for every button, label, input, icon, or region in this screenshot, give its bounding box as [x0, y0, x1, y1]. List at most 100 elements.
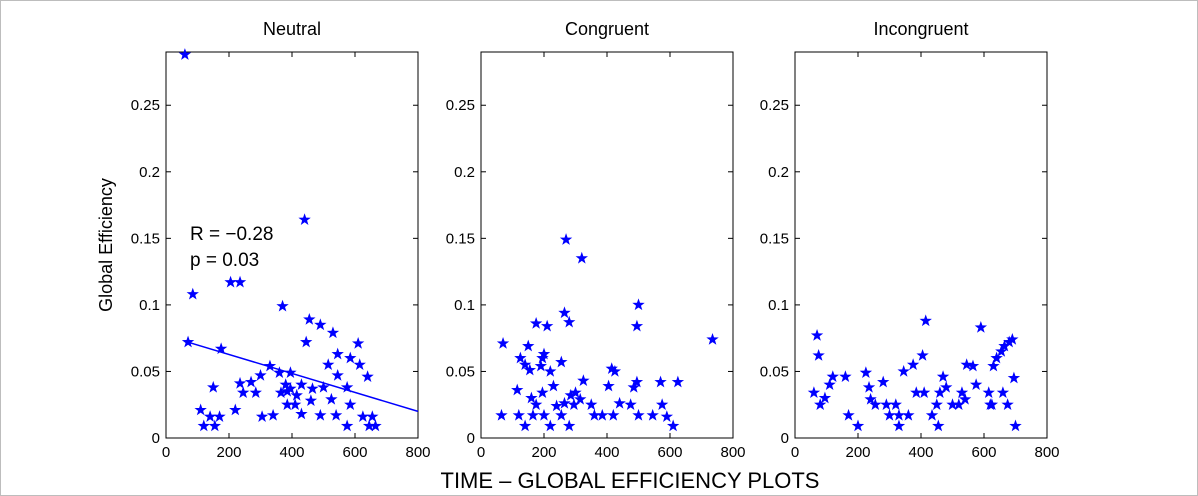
- data-point-star: [1009, 419, 1022, 432]
- panel-congruent: Congruent 0 200 400 600 800 0 0.05 0.1 0.15 0.2 0.…: [446, 19, 746, 461]
- data-point-star: [214, 342, 228, 355]
- data-point-star: [892, 419, 906, 432]
- data-point-star: [194, 403, 207, 416]
- plot-area: [165, 51, 419, 439]
- y-tick-label: 0: [152, 430, 160, 447]
- data-point-star: [596, 408, 609, 421]
- data-point-star: [281, 384, 294, 397]
- data-point-star: [314, 318, 327, 331]
- data-point-star: [495, 408, 508, 421]
- data-point-star: [646, 408, 659, 421]
- data-point-star: [577, 374, 590, 387]
- data-point-star: [897, 364, 910, 377]
- data-point-star: [960, 358, 973, 371]
- data-point-star: [550, 399, 563, 412]
- data-point-star: [496, 337, 510, 349]
- x-tick-label: 0: [791, 444, 799, 461]
- data-point-star: [1001, 398, 1014, 410]
- data-point-star: [864, 392, 877, 405]
- data-point-star: [607, 408, 620, 421]
- data-point-star: [526, 408, 540, 421]
- data-point-star: [812, 348, 825, 361]
- data-point-star: [273, 366, 286, 379]
- data-point-star: [655, 398, 669, 410]
- x-tick-label: 800: [1034, 444, 1059, 461]
- panel-title: Congruent: [565, 19, 649, 39]
- data-point-star: [916, 348, 929, 361]
- data-point-star: [344, 351, 357, 364]
- data-point-star: [563, 419, 576, 432]
- data-point-star: [624, 398, 637, 410]
- data-point-star: [298, 213, 311, 225]
- data-point-star: [910, 386, 923, 398]
- data-point-star: [826, 370, 839, 383]
- data-point-star: [255, 410, 269, 422]
- data-point-star: [974, 321, 988, 333]
- data-point-star: [1003, 335, 1016, 348]
- data-point-star: [563, 315, 576, 328]
- data-point-star: [213, 410, 226, 422]
- data-point-star: [877, 375, 890, 388]
- data-point-star: [329, 408, 343, 421]
- data-point-star: [362, 419, 376, 432]
- data-point-star: [547, 379, 560, 392]
- data-point-star: [529, 398, 543, 410]
- data-point-star: [351, 337, 365, 349]
- data-point-star: [288, 398, 302, 410]
- data-point-star: [304, 394, 318, 406]
- data-point-star: [518, 419, 532, 432]
- data-point-star: [558, 306, 571, 319]
- data-point-star: [632, 408, 645, 421]
- data-point-star: [990, 351, 1003, 364]
- data-point-star: [274, 386, 288, 398]
- data-point-star: [630, 319, 644, 332]
- data-point-star: [233, 275, 247, 288]
- y-tick-label: 0.25: [760, 97, 789, 114]
- data-point-star: [987, 359, 1000, 372]
- data-point-star: [536, 351, 549, 364]
- data-point-star: [284, 382, 297, 395]
- data-point-star: [544, 364, 557, 377]
- data-point-star: [575, 251, 588, 264]
- data-point-star: [906, 358, 920, 371]
- data-point-star: [823, 378, 836, 391]
- data-point-star: [955, 386, 969, 398]
- data-point-star: [892, 408, 906, 421]
- x-tick-label: 200: [845, 444, 870, 461]
- data-point-star: [998, 339, 1011, 352]
- data-point-star: [511, 383, 524, 396]
- data-point-star: [207, 380, 220, 393]
- data-point-star: [306, 382, 319, 395]
- data-point-star: [178, 48, 192, 60]
- data-point-star: [933, 386, 947, 398]
- y-tick-label: 0: [467, 430, 475, 447]
- data-point-star: [925, 408, 939, 421]
- data-point-star: [654, 375, 667, 388]
- data-point-star: [564, 388, 577, 401]
- y-tick-label: 0.15: [760, 230, 789, 247]
- y-tick-label: 0.2: [454, 164, 475, 181]
- data-point-star: [958, 392, 972, 405]
- data-point-star: [249, 386, 262, 398]
- data-point-star: [203, 410, 217, 422]
- data-point-star: [706, 333, 719, 345]
- data-point-star: [322, 358, 335, 371]
- data-point-star: [224, 275, 237, 288]
- data-point-star: [919, 314, 932, 327]
- figure-caption: TIME – GLOBAL EFFICIENCY PLOTS: [441, 468, 820, 493]
- stats-annotation: R = −0.28: [190, 224, 273, 245]
- data-point-star: [807, 386, 821, 398]
- x-tick-label: 800: [405, 444, 430, 461]
- data-point-star: [666, 419, 680, 432]
- data-point-star: [366, 410, 379, 422]
- data-point-star: [605, 362, 618, 375]
- y-tick-label: 0.05: [760, 363, 789, 380]
- data-point-star: [540, 319, 554, 332]
- data-point-star: [295, 378, 308, 391]
- x-tick-label: 0: [477, 444, 485, 461]
- data-point-star: [862, 380, 876, 393]
- data-point-star: [299, 335, 313, 348]
- x-tick-label: 600: [657, 444, 682, 461]
- y-tick-label: 0.05: [446, 363, 475, 380]
